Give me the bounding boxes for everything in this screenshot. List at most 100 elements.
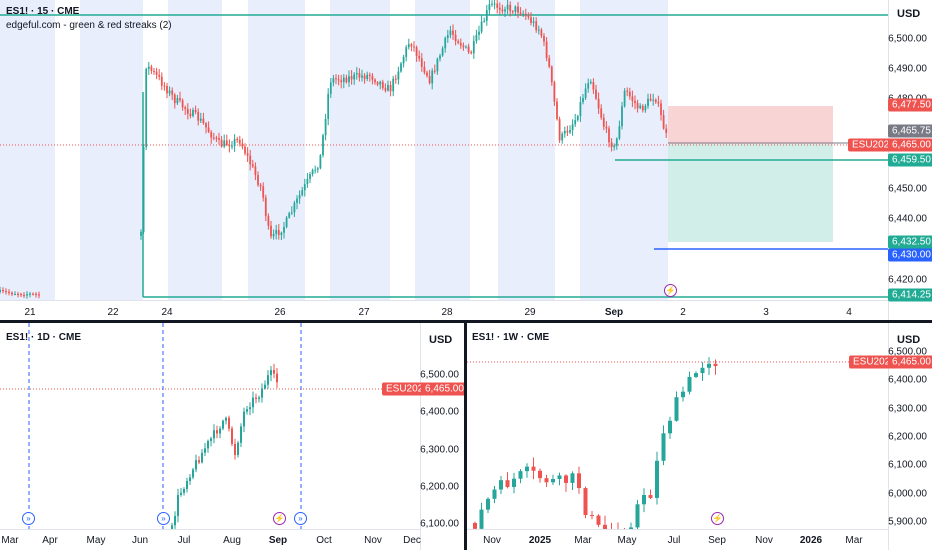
daily-chart-pane[interactable]: ES1! · 1D · CME USD 6,500.00 6,400.00 6,… <box>0 323 464 550</box>
main-candle <box>522 13 525 15</box>
session-band <box>0 0 55 300</box>
time-tick: Aug <box>223 535 241 546</box>
main-candle <box>618 126 621 139</box>
daily-candle <box>192 469 194 478</box>
main-candle <box>459 42 462 46</box>
weekly-chart-pane[interactable]: ES1! · 1W · CME USD 6,500.00 6,400.00 6,… <box>467 323 932 550</box>
main-candle <box>220 139 223 147</box>
main-candle <box>452 30 454 35</box>
main-currency-label: USD <box>897 8 921 20</box>
dividend-icon[interactable]: » <box>22 512 35 525</box>
main-candle <box>493 3 496 5</box>
weekly-candle <box>674 397 679 421</box>
weekly-candle <box>577 473 581 489</box>
main-candle <box>454 34 457 42</box>
weekly-symbol-title[interactable]: ES1! · 1W · CME <box>472 332 550 343</box>
main-candle <box>649 98 652 101</box>
main-candle <box>556 101 558 120</box>
pane-separator-horizontal[interactable] <box>0 320 932 323</box>
main-candle <box>665 128 668 133</box>
time-tick: 24 <box>161 307 173 318</box>
time-tick: 2 <box>680 307 686 318</box>
daily-price-axis[interactable]: USD 6,500.00 6,400.00 6,300.00 6,200.00 … <box>420 323 464 550</box>
dividend-icon[interactable]: » <box>294 512 307 525</box>
main-candle <box>384 88 387 91</box>
main-candle <box>563 130 566 134</box>
main-candle <box>153 70 155 72</box>
weekly-contract-label: ESU2025 <box>849 355 900 369</box>
weekly-candle <box>635 504 640 528</box>
weekly-candle <box>505 480 510 487</box>
earnings-icon[interactable]: ⚡ <box>664 284 677 297</box>
time-tick: Mar <box>574 535 592 546</box>
main-candle <box>582 98 584 103</box>
time-tick: 2025 <box>528 535 552 546</box>
main-candle <box>218 138 220 140</box>
weekly-candle <box>596 515 601 525</box>
weekly-candle <box>687 376 692 392</box>
main-candle <box>514 6 517 12</box>
main-candle <box>597 98 600 109</box>
daily-candle <box>231 428 233 444</box>
price-tick: 6,400.00 <box>420 406 459 418</box>
main-candle <box>504 9 506 12</box>
main-candle <box>335 78 337 80</box>
blue-line-price-label: 6,430.00 <box>888 248 932 262</box>
main-candle <box>569 129 571 133</box>
main-candle <box>254 166 257 175</box>
main-candle <box>205 123 207 128</box>
main-candle <box>194 109 197 112</box>
weekly-candle <box>525 466 529 472</box>
daily-candle <box>204 448 206 453</box>
main-candle <box>501 9 504 12</box>
daily-chart-plot[interactable] <box>0 323 420 529</box>
daily-symbol-title[interactable]: ES1! · 1D · CME <box>6 332 82 343</box>
time-tick: 28 <box>441 307 453 318</box>
main-candle <box>371 75 374 80</box>
weekly-candle <box>707 363 711 368</box>
main-candle <box>543 35 545 42</box>
dividend-icon[interactable]: » <box>157 512 170 525</box>
main-candle <box>225 140 228 145</box>
indicator-legend[interactable]: edgeful.com - green & red streaks (2) <box>6 20 172 31</box>
main-candle <box>171 90 174 95</box>
main-candle <box>363 75 366 80</box>
main-symbol-title[interactable]: ES1! · 15 · CME <box>6 6 80 17</box>
weekly-candle <box>531 466 536 471</box>
main-candle <box>626 90 629 92</box>
time-tick: Jul <box>667 535 681 546</box>
earnings-icon[interactable]: ⚡ <box>711 512 724 525</box>
main-candle <box>8 291 10 293</box>
main-chart-plot[interactable] <box>0 0 888 300</box>
weekly-time-axis[interactable]: Nov 2025 Mar May Jul Sep Nov 2026 Mar <box>467 529 888 550</box>
main-candle <box>303 184 306 191</box>
main-candle <box>467 46 470 52</box>
main-candle <box>415 47 418 56</box>
main-candle <box>358 73 361 78</box>
daily-candle <box>261 388 263 398</box>
main-candle <box>353 74 356 80</box>
main-time-axis[interactable]: 21 22 24 26 27 28 29 Sep 2 3 4 <box>0 300 888 320</box>
main-candle <box>272 234 275 237</box>
main-candle <box>223 140 226 147</box>
daily-candle <box>249 407 251 410</box>
daily-time-axis[interactable]: Mar Apr May Jun Jul Aug Sep Oct Nov Dec <box>0 529 421 550</box>
main-candle <box>186 108 189 114</box>
pane-separator-vertical[interactable] <box>464 322 467 550</box>
earnings-icon[interactable]: ⚡ <box>273 512 286 525</box>
weekly-candle <box>486 498 490 510</box>
main-candle <box>38 294 40 296</box>
main-candle <box>423 66 426 73</box>
main-candle <box>293 202 296 213</box>
main-candle <box>465 46 467 48</box>
main-candle <box>394 78 397 80</box>
weekly-chart-plot[interactable] <box>467 323 888 529</box>
stop-loss-price-label: 6,477.50 <box>888 98 932 112</box>
main-candle <box>290 212 293 214</box>
main-candle <box>345 77 348 83</box>
session-band <box>80 0 143 300</box>
daily-candle <box>177 494 179 516</box>
main-candle <box>652 99 655 101</box>
time-tick: Nov <box>364 535 382 546</box>
main-chart-pane[interactable]: ES1! · 15 · CME edgeful.com - green & re… <box>0 0 932 320</box>
